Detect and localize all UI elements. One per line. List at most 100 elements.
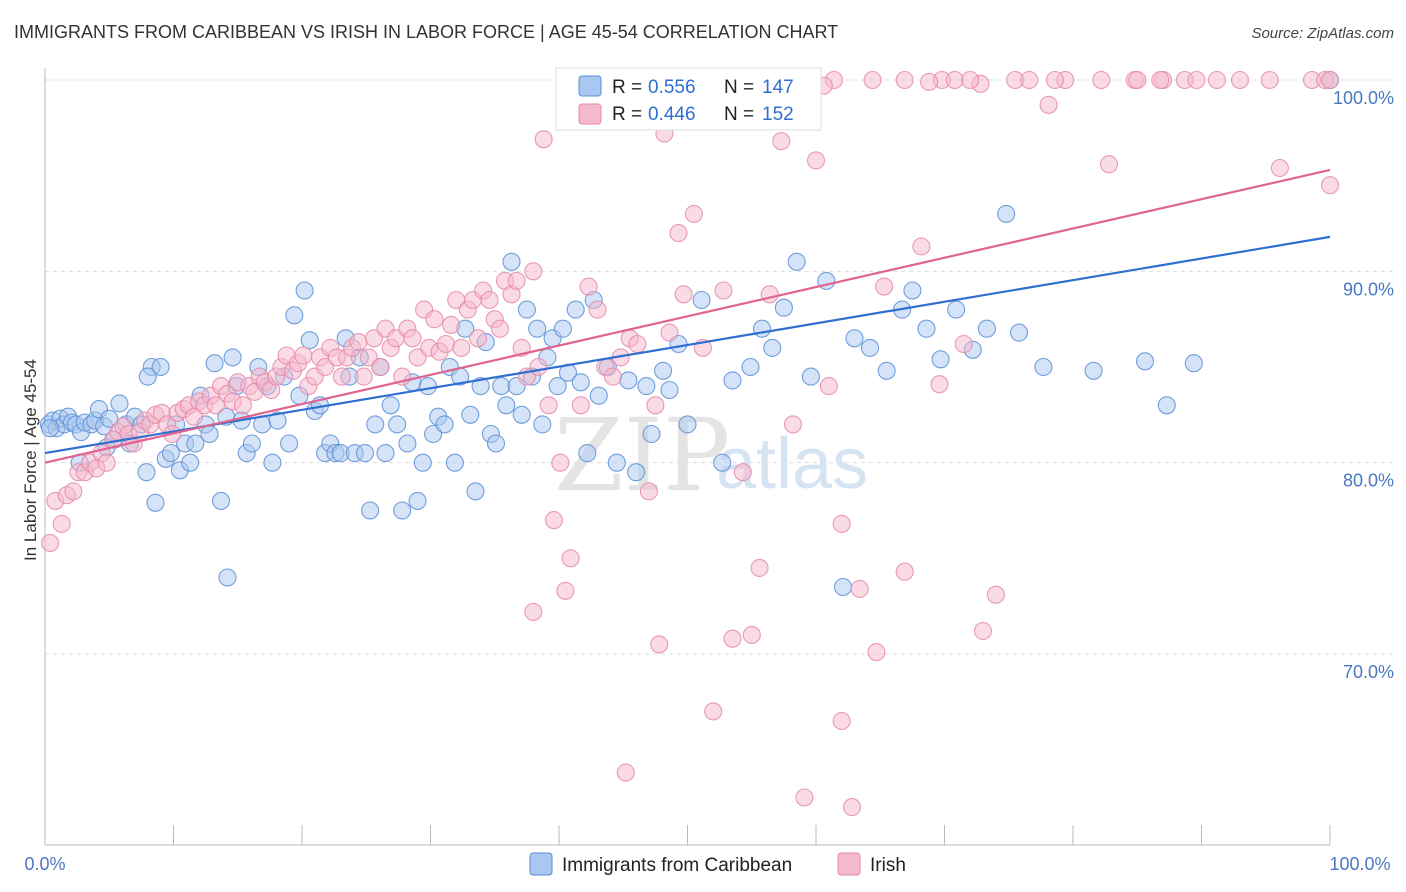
point-irish	[895, 562, 914, 581]
point-caribbean	[833, 577, 853, 597]
point-caribbean	[218, 568, 237, 587]
point-irish	[571, 396, 590, 415]
point-irish	[1320, 70, 1340, 90]
point-caribbean	[413, 453, 432, 472]
point-irish	[41, 533, 60, 553]
point-irish	[1039, 95, 1058, 114]
point-caribbean	[186, 434, 205, 453]
point-caribbean	[295, 281, 314, 300]
point-irish	[895, 70, 914, 90]
point-caribbean	[1157, 396, 1176, 415]
point-irish	[795, 788, 814, 807]
point-caribbean	[486, 434, 506, 453]
point-irish	[616, 763, 635, 782]
point-caribbean	[263, 453, 282, 472]
point-irish	[863, 70, 882, 90]
point-caribbean	[997, 204, 1016, 223]
point-caribbean	[642, 424, 661, 444]
point-caribbean	[161, 444, 180, 463]
point-irish	[579, 277, 598, 296]
point-caribbean	[408, 491, 427, 510]
chart-source: Source: ZipAtlas.com	[1251, 25, 1394, 42]
point-irish	[646, 396, 665, 415]
point-irish	[1128, 70, 1147, 90]
point-irish	[806, 151, 826, 170]
point-irish	[534, 130, 553, 149]
point-irish	[783, 415, 802, 434]
point-irish	[551, 453, 570, 472]
point-irish	[961, 70, 980, 90]
x-tick-label-max: 100.0%	[1329, 854, 1390, 874]
point-caribbean	[492, 377, 511, 396]
point-caribbean	[1135, 352, 1155, 371]
point-irish	[1230, 70, 1250, 90]
point-caribbean	[138, 367, 157, 386]
point-irish	[452, 338, 471, 357]
watermark-atlas: atlas	[716, 424, 868, 504]
point-irish	[660, 323, 679, 342]
point-irish	[97, 453, 116, 472]
point-caribbean	[285, 306, 304, 325]
series-legend: Immigrants from Caribbean Irish	[529, 852, 906, 876]
point-caribbean	[146, 493, 165, 512]
point-caribbean	[461, 405, 480, 424]
point-caribbean	[723, 371, 742, 390]
point-irish	[359, 348, 378, 367]
point-irish	[442, 315, 461, 334]
legend-swatch-caribbean	[578, 75, 602, 97]
stats-legend: R = 0.556 N = 147 R = 0.446 N = 152	[555, 67, 822, 131]
trend-lines	[44, 168, 1331, 464]
point-irish	[233, 396, 252, 415]
trend-line-irish	[44, 168, 1331, 464]
point-caribbean	[502, 252, 521, 271]
point-irish	[544, 511, 563, 530]
point-caribbean	[752, 319, 772, 338]
point-irish	[468, 329, 488, 348]
point-caribbean	[860, 338, 880, 357]
point-irish	[354, 367, 373, 386]
point-irish	[1020, 70, 1039, 90]
point-irish	[920, 72, 939, 91]
point-irish	[986, 585, 1005, 604]
point-irish	[1092, 70, 1111, 90]
point-caribbean	[607, 453, 626, 472]
point-irish	[1187, 70, 1206, 90]
point-irish	[723, 629, 742, 648]
chart-title: IMMIGRANTS FROM CARIBBEAN VS IRISH IN LA…	[14, 22, 838, 42]
point-irish	[639, 482, 658, 501]
legend-swatch-irish	[578, 103, 602, 125]
point-irish	[332, 367, 351, 386]
point-irish	[714, 281, 733, 300]
point-irish	[1260, 70, 1279, 90]
legend-n-value-irish: 152	[762, 104, 794, 125]
y-tick-label: 90.0%	[1343, 279, 1394, 299]
point-caribbean	[627, 463, 646, 482]
point-irish	[674, 285, 693, 304]
point-irish	[742, 625, 761, 644]
point-irish	[490, 319, 509, 338]
point-irish	[529, 357, 548, 377]
point-irish	[425, 310, 444, 329]
point-caribbean	[223, 348, 242, 367]
point-caribbean	[471, 377, 490, 396]
point-irish	[539, 396, 558, 415]
point-irish	[819, 377, 838, 396]
point-caribbean	[512, 405, 531, 424]
point-irish	[316, 357, 335, 377]
y-tick-labels: 70.0% 80.0% 90.0% 100.0%	[1333, 88, 1394, 682]
y-tick-label: 70.0%	[1343, 662, 1394, 682]
point-caribbean	[553, 319, 572, 338]
point-caribbean	[361, 501, 380, 520]
point-caribbean	[660, 380, 679, 400]
point-irish	[704, 702, 723, 721]
point-caribbean	[654, 361, 673, 380]
y-tick-label: 80.0%	[1343, 471, 1394, 491]
point-caribbean	[877, 361, 896, 380]
point-caribbean	[692, 290, 711, 310]
point-caribbean	[713, 453, 732, 472]
point-caribbean	[355, 444, 375, 463]
legend-r-label-caribbean: R =	[612, 77, 642, 98]
point-caribbean	[388, 415, 407, 434]
point-caribbean	[268, 411, 287, 430]
point-caribbean	[242, 434, 261, 453]
